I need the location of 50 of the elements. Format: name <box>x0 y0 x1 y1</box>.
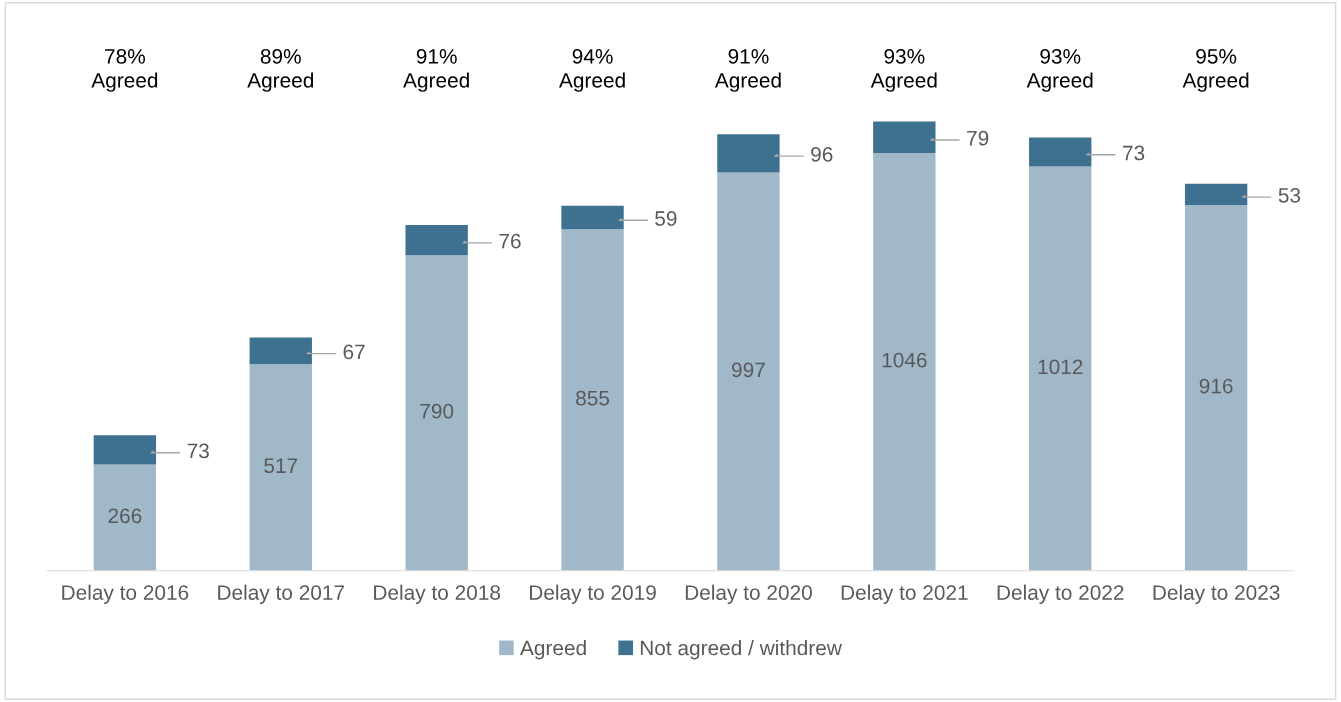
bar <box>1029 137 1092 167</box>
data-label: 79 <box>967 130 989 146</box>
data-label: 73 <box>187 443 209 459</box>
bar <box>717 172 780 571</box>
data-label: 855 <box>576 390 610 406</box>
data-label: 53 <box>1278 187 1301 203</box>
data-label: 59 <box>655 211 677 226</box>
bar <box>1029 166 1092 571</box>
bar <box>93 435 157 465</box>
data-label: 790 <box>420 403 454 419</box>
data-label: 96 <box>811 147 833 162</box>
bar <box>561 229 624 571</box>
data-label: 266 <box>108 508 142 524</box>
x-tick-label: Delay to 2021 <box>841 584 968 605</box>
x-tick-label: Delay to 2019 <box>529 584 656 605</box>
text: 78% Agreed <box>91 48 158 92</box>
text: 93% Agreed <box>870 48 937 92</box>
bar <box>405 255 468 571</box>
bar <box>561 205 624 230</box>
x-tick-label: Delay to 2017 <box>218 584 345 605</box>
x-tick-label: Delay to 2018 <box>374 584 501 605</box>
x-tick-label: Delay to 2020 <box>685 584 812 605</box>
data-label: 517 <box>264 458 298 474</box>
x-tick-label: Delay to 2022 <box>997 584 1124 605</box>
text: 91% Agreed <box>403 48 469 92</box>
x-tick-label: Delay to 2016 <box>62 584 189 605</box>
bar <box>93 464 157 571</box>
bar <box>717 134 780 173</box>
data-label: 1012 <box>1038 359 1083 375</box>
bar <box>405 224 468 256</box>
data-label: 76 <box>499 233 521 249</box>
bar <box>873 121 936 153</box>
data-label: 73 <box>1123 145 1145 161</box>
x-tick-label: Delay to 2023 <box>1153 584 1280 605</box>
bar <box>1184 204 1248 571</box>
text: 93% Agreed <box>1026 48 1093 92</box>
bar <box>249 364 312 571</box>
text: 94% Agreed <box>559 48 625 92</box>
bar <box>873 153 936 571</box>
data-label: 67 <box>343 344 365 360</box>
data-label: 1046 <box>882 352 927 368</box>
text: 95% Agreed <box>1182 48 1249 92</box>
legend-label: Not agreed / withdrew <box>640 640 842 660</box>
data-label: 916 <box>1199 378 1233 394</box>
bar <box>249 337 312 365</box>
legend-label: Agreed <box>520 640 586 660</box>
text: 91% Agreed <box>714 48 781 92</box>
bar <box>1184 183 1248 205</box>
text: 89% Agreed <box>247 48 314 92</box>
data-label: 997 <box>732 362 765 378</box>
